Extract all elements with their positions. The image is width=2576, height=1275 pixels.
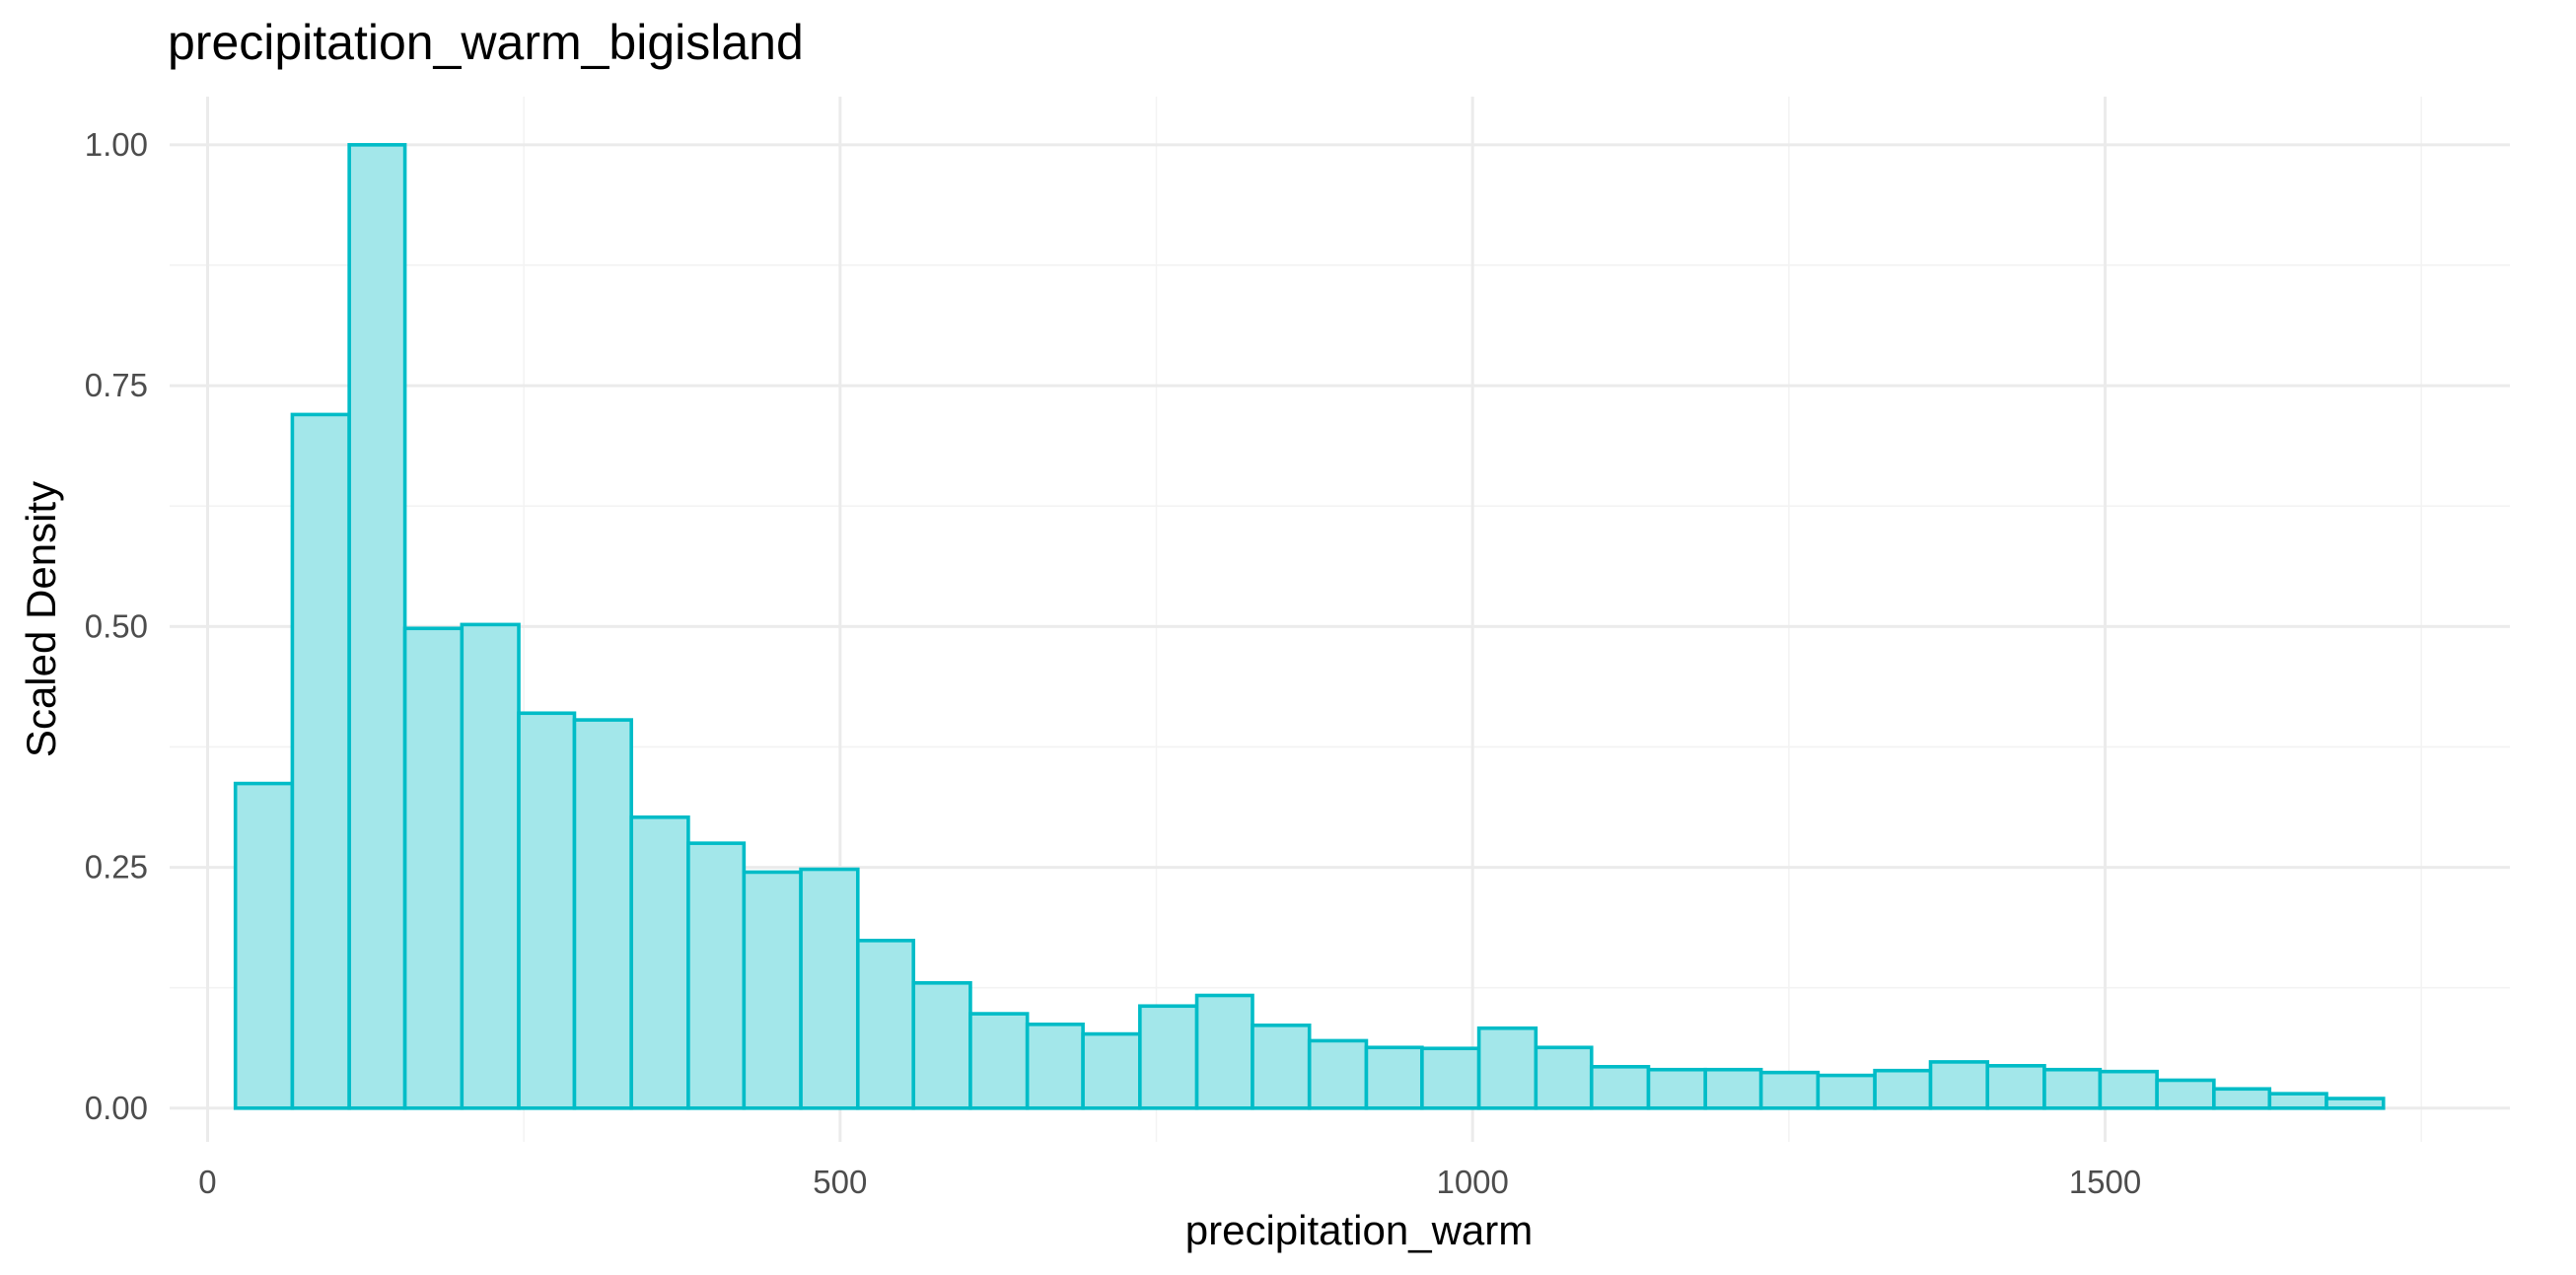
x-tick-label: 500: [813, 1164, 867, 1200]
histogram-bar: [2267, 1092, 2328, 1110]
histogram-bar: [2325, 1097, 2386, 1110]
y-tick-label: 0.25: [85, 849, 148, 885]
histogram-bar: [460, 622, 521, 1110]
histogram-bar: [968, 1012, 1030, 1110]
histogram-bar: [1646, 1067, 1708, 1110]
histogram-bar: [1985, 1064, 2046, 1110]
y-tick-label: 0.75: [85, 367, 148, 403]
histogram-bar: [855, 939, 916, 1110]
histogram-bar: [402, 626, 465, 1110]
x-axis-tick-labels: 0 500 1000 1500: [198, 1164, 2141, 1200]
histogram-bar: [1476, 1026, 1538, 1110]
histogram-bar: [233, 781, 295, 1110]
histogram-bar: [1194, 993, 1254, 1110]
histogram-bar: [1081, 1031, 1142, 1110]
histogram-bar: [2212, 1087, 2272, 1110]
chart-title: precipitation_warm_bigisland: [168, 15, 804, 70]
y-tick-label: 0.50: [85, 607, 148, 644]
y-tick-label: 0.00: [85, 1090, 148, 1126]
histogram-bar: [1534, 1045, 1594, 1110]
histogram-bar: [799, 867, 860, 1110]
histogram-bar: [1025, 1023, 1085, 1110]
histogram-bar: [911, 981, 972, 1110]
y-axis-title: Scaled Density: [18, 481, 64, 757]
y-tick-label: 1.00: [85, 126, 148, 163]
histogram-bar: [1420, 1046, 1481, 1110]
histogram-bar: [1703, 1067, 1763, 1110]
histogram-bar: [686, 841, 747, 1110]
histogram-bar: [572, 718, 633, 1110]
x-tick-label: 0: [198, 1164, 216, 1200]
histogram-bar: [1873, 1068, 1933, 1110]
histogram-bar: [742, 870, 803, 1110]
x-tick-label: 1500: [2069, 1164, 2141, 1200]
histogram-bar: [2155, 1078, 2216, 1110]
histogram-bar: [629, 815, 690, 1110]
histogram-bar: [517, 711, 577, 1110]
histogram-bar: [1816, 1073, 1877, 1110]
x-axis-title: precipitation_warm: [1185, 1207, 1534, 1253]
histogram-bar: [1589, 1064, 1651, 1110]
y-axis-tick-labels: 0.00 0.25 0.50 0.75 1.00: [85, 126, 148, 1126]
histogram-bar: [1928, 1060, 1990, 1110]
histogram-bar: [1364, 1045, 1424, 1110]
histogram-bar: [290, 412, 351, 1110]
histogram-bar: [1251, 1023, 1312, 1110]
histogram-bar: [347, 143, 407, 1110]
histogram-bar: [2042, 1067, 2103, 1110]
histogram-bar: [1758, 1070, 1821, 1110]
histogram-bar: [1138, 1004, 1199, 1110]
histogram-bar: [2098, 1069, 2159, 1110]
histogram-bars: [233, 143, 2386, 1110]
histogram-bar: [1307, 1038, 1369, 1110]
x-tick-label: 1000: [1436, 1164, 1508, 1200]
